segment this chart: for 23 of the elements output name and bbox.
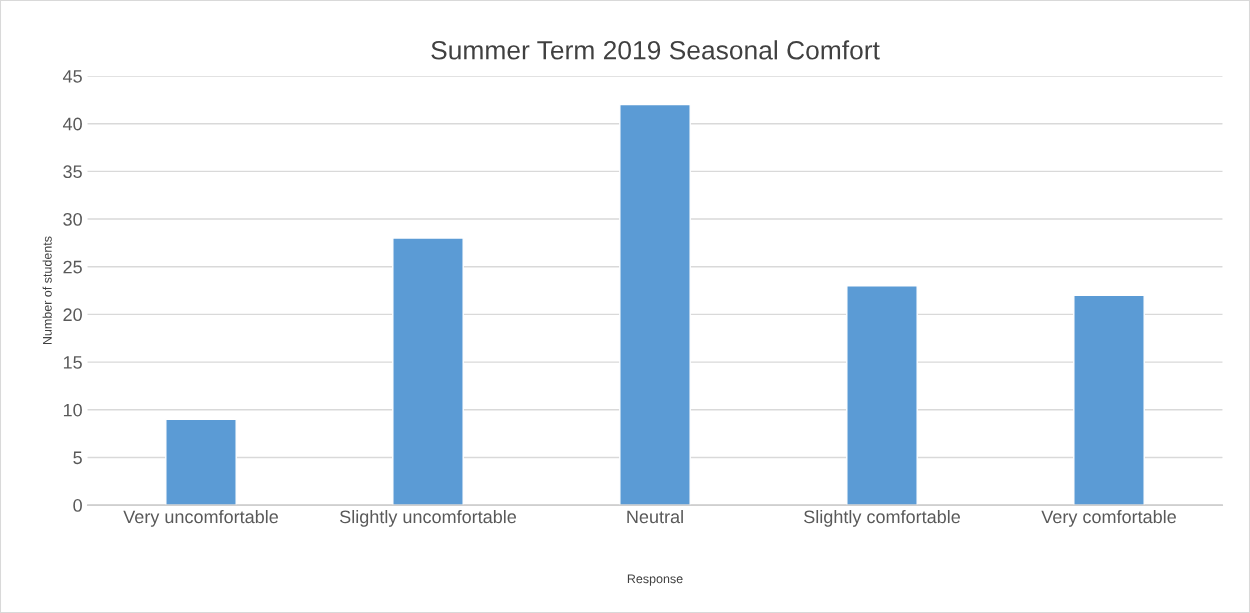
x-tick-label: Neutral — [627, 509, 683, 524]
bar — [619, 103, 691, 506]
y-tick-label: 25 — [63, 260, 82, 274]
bar — [1073, 294, 1145, 506]
bar — [392, 237, 464, 506]
x-tick-label: Very comfortable — [1041, 509, 1176, 527]
bar — [846, 285, 918, 506]
x-tick-label: Slightly comfortable — [804, 509, 960, 527]
y-tick-label: 35 — [63, 165, 82, 179]
y-tick-label: 15 — [63, 356, 82, 369]
x-tick-label: Slightly uncomfortable — [340, 509, 517, 527]
y-tick-label: 5 — [73, 451, 82, 465]
y-axis-title: Number of students — [42, 236, 52, 345]
y-tick-label: 40 — [62, 117, 82, 131]
bar — [165, 418, 237, 506]
y-tick-label: 45 — [62, 70, 82, 83]
y-tick-label: 30 — [63, 212, 82, 226]
y-tick-label: 0 — [73, 499, 82, 512]
chart-title: Summer Term 2019 Seasonal Comfort — [431, 40, 880, 60]
x-axis-title: Response — [627, 574, 683, 586]
y-tick-label: 20 — [63, 308, 82, 322]
y-tick-label: 10 — [63, 403, 82, 417]
x-tick-label: Very uncomfortable — [123, 509, 278, 527]
